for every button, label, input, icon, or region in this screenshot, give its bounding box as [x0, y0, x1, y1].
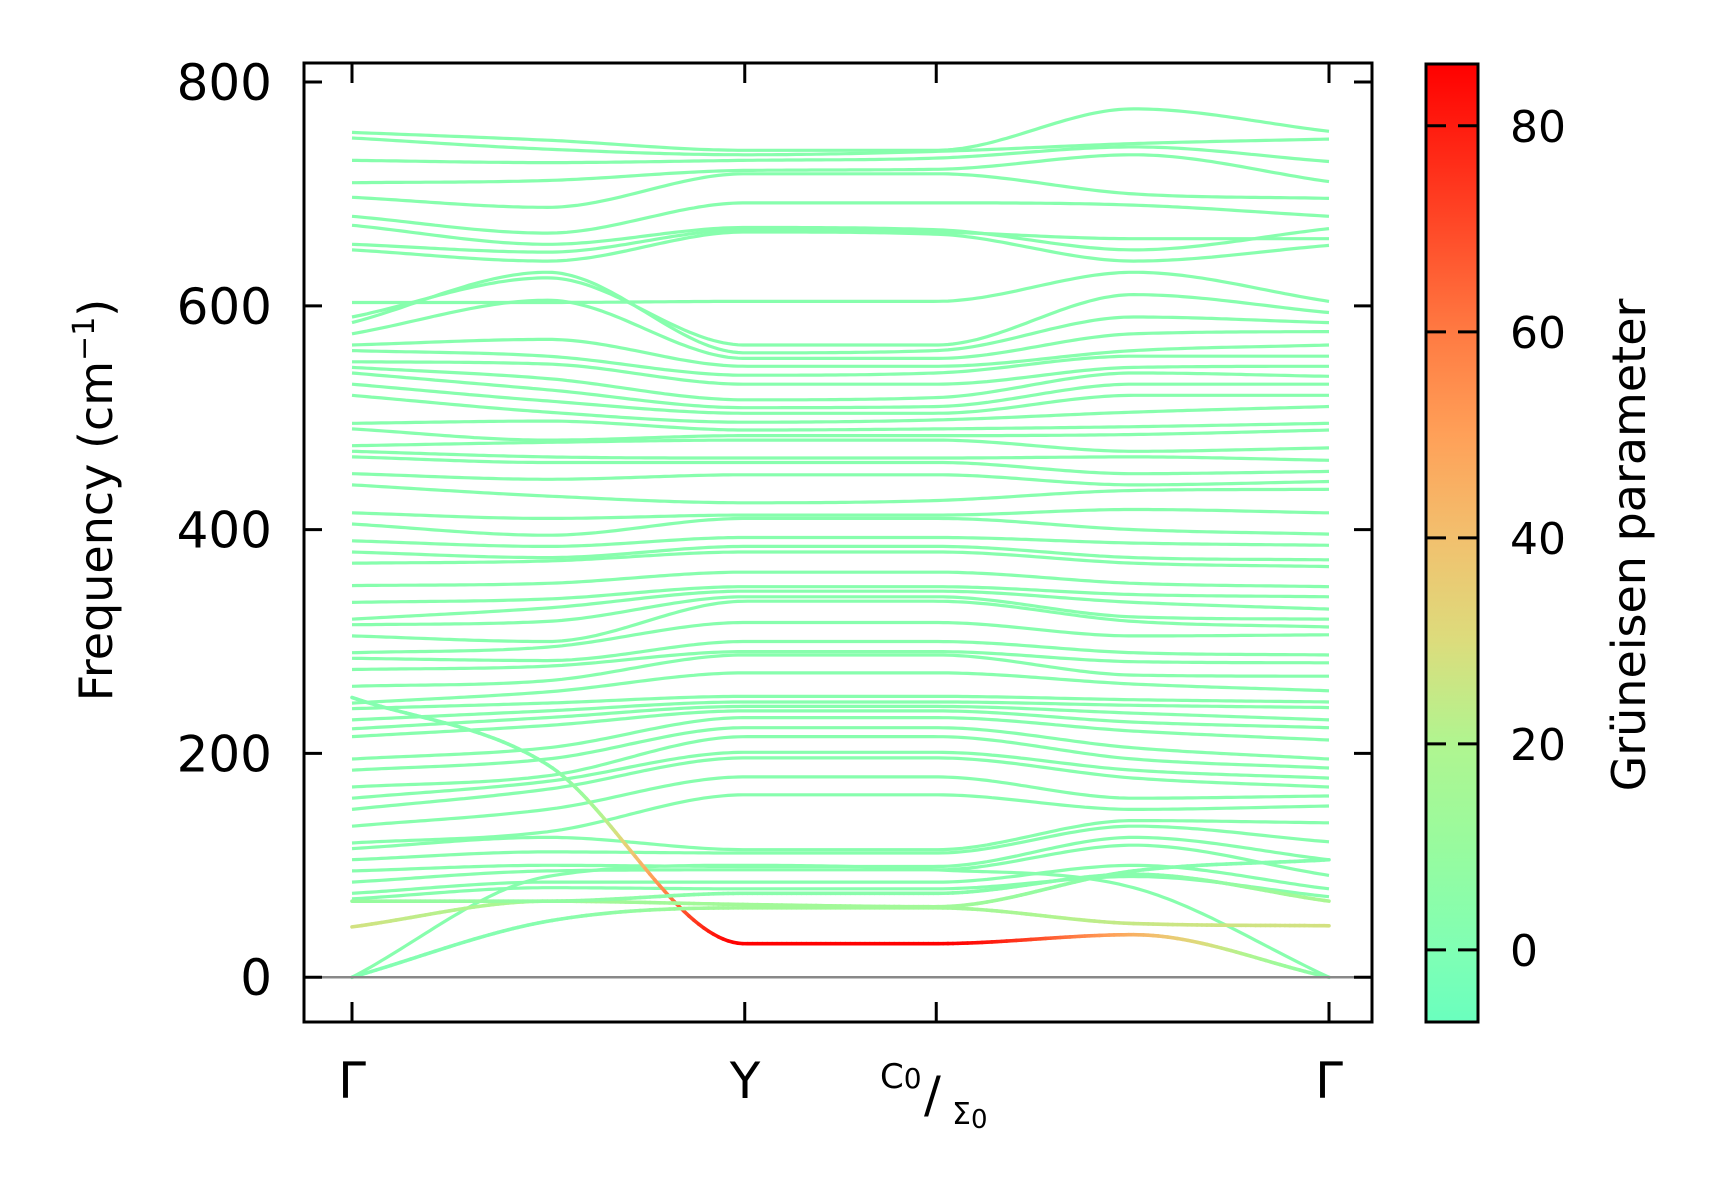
band-11	[351, 276, 1330, 347]
band-20	[351, 393, 1330, 424]
band-44	[351, 700, 1330, 722]
y-axis-title: Frequency (cm−1)	[67, 299, 123, 702]
band-15	[351, 349, 1329, 377]
band-36	[352, 595, 1330, 627]
band-57	[351, 843, 1330, 884]
band-26	[351, 472, 1330, 487]
ytick-label: 200	[177, 725, 272, 783]
band-5	[351, 172, 1330, 210]
band-33	[351, 570, 1330, 589]
band-segment	[1322, 898, 1331, 903]
ytick-label: 400	[177, 502, 272, 560]
band-1	[351, 107, 1330, 152]
band-4	[352, 153, 1330, 185]
band-55	[351, 824, 1330, 862]
colorbar-tick-label: 60	[1510, 308, 1566, 359]
kpoint-label-gamma-end: Γ	[1315, 1052, 1343, 1110]
band-52	[351, 775, 1329, 828]
band-43	[351, 694, 1330, 711]
band-17	[351, 365, 1330, 402]
band-35	[351, 589, 1330, 621]
band-16	[352, 360, 1329, 386]
band-38	[351, 620, 1329, 655]
band-18	[351, 371, 1329, 410]
band-28	[351, 507, 1329, 520]
colorbar-tick-label: 80	[1510, 102, 1566, 153]
colorbar-ticks: 0 20 40 60 80	[1426, 102, 1566, 977]
band-48	[351, 726, 1330, 772]
colorbar	[1424, 62, 1480, 1024]
band-30	[351, 535, 1330, 548]
band-9	[351, 230, 1330, 263]
kpoint-label-gamma-start: Γ	[338, 1052, 366, 1110]
band-2	[351, 136, 1330, 157]
band-45	[351, 704, 1330, 731]
colorbar-tick-label: 0	[1510, 926, 1538, 977]
colored-band-1	[350, 695, 1331, 980]
band-27	[351, 483, 1330, 505]
band-21	[352, 419, 1330, 432]
band-59	[351, 874, 1330, 901]
band-49	[351, 735, 1330, 789]
band-19	[351, 382, 1329, 415]
band-46	[351, 709, 1330, 739]
band-lines	[350, 107, 1331, 980]
plot-frame	[302, 61, 1374, 1024]
band-50	[351, 750, 1330, 800]
band-7	[351, 223, 1330, 252]
band-22	[351, 427, 1330, 442]
band-31	[351, 544, 1329, 562]
band-29	[351, 516, 1330, 537]
y-tick-labels: 0 200 400 600 800	[177, 54, 272, 1007]
svg-text:C0: C0	[880, 1057, 922, 1097]
band-8	[351, 228, 1329, 254]
kpoint-label-y: Y	[729, 1052, 761, 1110]
band-40	[351, 650, 1329, 672]
colorbar-tick-label: 40	[1510, 514, 1566, 565]
band-51	[351, 756, 1330, 811]
band-34	[351, 585, 1330, 604]
band-14	[351, 337, 1330, 368]
band-37	[351, 599, 1330, 644]
kpoint-label-c0-sigma0: C0 / Σ0	[880, 1057, 988, 1135]
svg-text:Σ0: Σ0	[952, 1097, 988, 1135]
band-6	[351, 201, 1330, 235]
band-25	[351, 455, 1330, 476]
ytick-label: 800	[177, 54, 272, 112]
band-41	[351, 653, 1329, 688]
band-47	[351, 716, 1330, 761]
band-54	[351, 819, 1329, 852]
ytick-label: 600	[177, 278, 272, 336]
colorbar-tick-label: 20	[1510, 720, 1566, 771]
colored-band-4	[350, 872, 1331, 903]
svg-text:/: /	[924, 1066, 941, 1124]
band-39	[351, 639, 1330, 663]
band-3	[352, 145, 1330, 165]
band-23	[351, 438, 1330, 453]
axis-ticks	[304, 63, 1372, 1022]
band-24	[351, 449, 1330, 462]
band-60	[351, 863, 1330, 979]
band-32	[351, 550, 1330, 569]
band-12	[351, 270, 1330, 355]
band-53	[351, 793, 1330, 845]
colorbar-title: Grüneisen parameter	[1602, 298, 1656, 791]
band-13	[351, 298, 1329, 360]
band-42	[351, 671, 1330, 705]
ytick-label: 0	[240, 949, 272, 1007]
